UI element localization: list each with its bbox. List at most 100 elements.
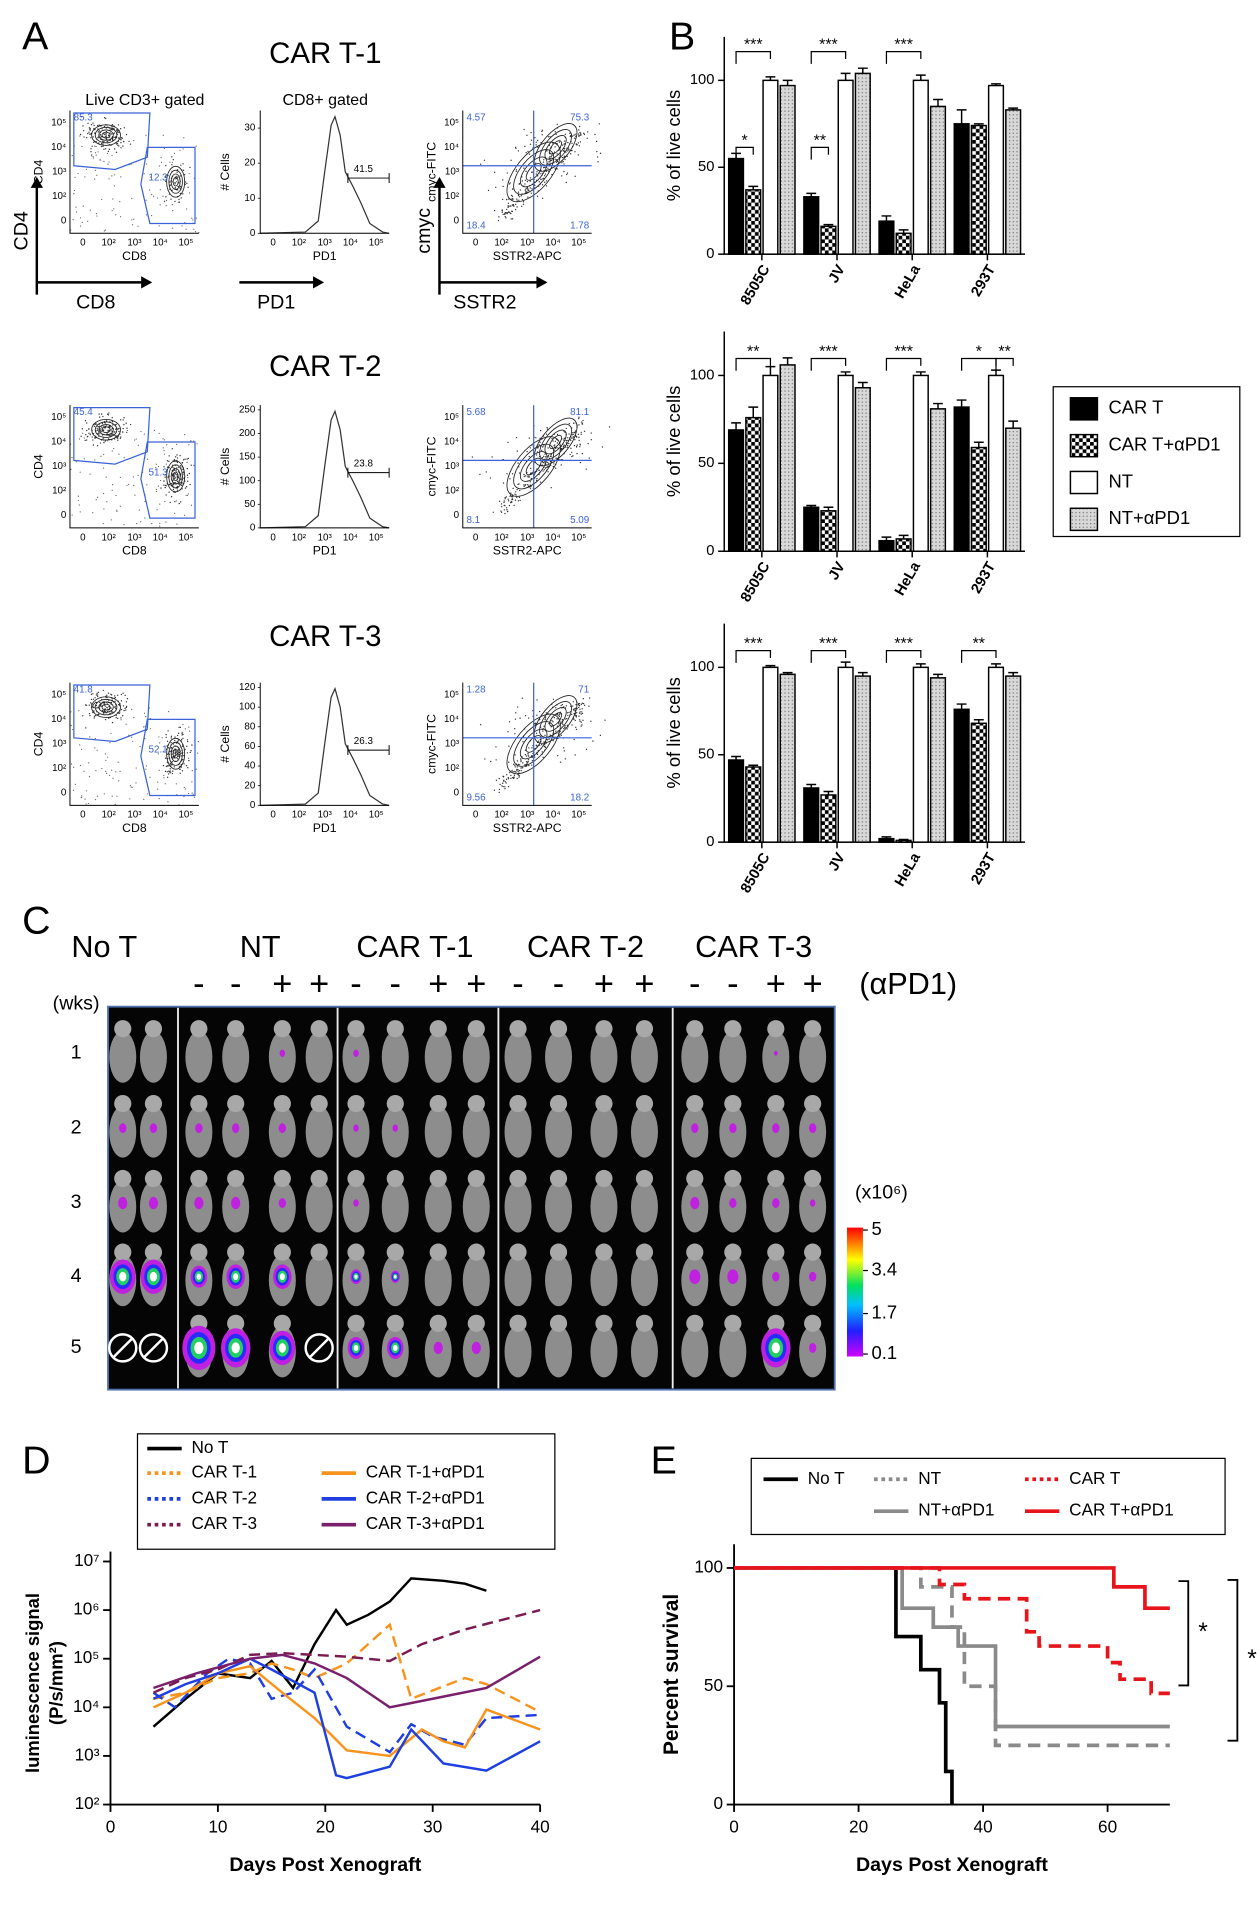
mouse [504,1180,532,1233]
event-dot [85,726,87,729]
event-dot [523,485,525,488]
event-dot [126,427,128,429]
event-dot [520,767,522,769]
event-dot [162,750,164,752]
event-dot [565,173,568,176]
axis-label: CD8 [122,249,147,263]
event-dot [484,758,486,760]
event-dot [137,474,139,476]
event-dot [515,147,517,150]
event-dot [120,136,123,139]
event-dot [523,473,525,476]
event-dot [590,432,592,434]
event-dot [167,801,169,803]
significance-bracket [885,357,922,371]
event-dot [508,745,510,747]
line-series [152,1657,541,1754]
event-dot [107,163,109,165]
event-dot [159,522,161,524]
event-dot [558,141,561,143]
event-dot [84,420,87,422]
event-dot [581,711,583,713]
bar [803,196,820,255]
event-dot [79,225,82,227]
y-tick-label: 150 [239,452,256,463]
event-dot [507,441,509,444]
signal [278,1123,287,1134]
mouse-head [767,1243,785,1261]
event-dot [102,492,105,495]
event-dot [579,711,581,713]
error-bar [840,72,851,81]
event-dot [165,757,167,759]
event-dot [98,130,101,132]
event-dot [500,503,503,505]
event-dot [81,796,83,798]
x-tick-label: 0 [270,810,276,821]
event-dot [542,177,545,179]
colorbar-tick-label: 0.1 [872,1342,898,1363]
event-dot [567,714,569,717]
event-dot [180,185,182,188]
event-dot [110,434,112,436]
event-dot [568,442,570,445]
x-tick-label: 10 [208,1816,227,1836]
event-dot [526,450,528,453]
mouse-head [429,1020,447,1038]
event-dot [502,482,505,484]
contour [94,698,118,716]
event-dot [498,777,500,780]
event-dot [174,482,177,484]
event-dot [162,447,164,449]
significance-bracket [735,146,754,160]
event-dot [527,717,530,719]
signal [149,1271,158,1282]
y-tick-label: 120 [239,682,256,693]
event-dot [72,218,74,221]
event-dot [122,431,124,434]
mouse [630,1031,658,1083]
event-dot [514,499,517,501]
contour [533,695,578,744]
y-tick-label: 0 [61,216,67,227]
event-dot [575,445,578,448]
event-dot [122,145,124,147]
bar [762,374,779,552]
y-axis-label: Percent survival [660,1594,683,1755]
contour [91,418,121,441]
event-dot [526,134,528,136]
y-tick-label: 10³ [52,739,67,750]
excluded-icon [138,1333,169,1363]
bar [912,79,929,255]
event-dot [551,154,553,157]
gate-value: 52.1 [149,745,168,756]
event-dot [119,216,122,218]
arrow-label: cmyc [413,208,435,254]
event-dot [570,439,572,442]
event-dot [94,737,96,740]
mouse-head [804,1314,822,1332]
event-dot [522,762,524,764]
group-label: CAR T-1 [356,929,473,964]
event-dot [516,706,519,708]
event-dot [181,468,183,471]
event-dot [535,437,537,439]
contour [544,429,567,455]
event-dot [107,692,110,694]
event-dot [563,747,565,749]
event-dot [97,706,99,709]
event-dot [506,473,508,475]
event-dot [535,732,538,734]
event-dot [596,156,599,158]
event-dot [101,767,103,770]
event-dot [83,458,85,460]
event-dot [183,514,186,516]
event-dot [163,439,165,441]
event-dot [510,212,512,215]
contour [506,713,561,775]
event-dot [565,427,567,430]
event-dot [92,698,95,700]
event-dot [165,175,167,177]
error-bar [823,223,834,227]
